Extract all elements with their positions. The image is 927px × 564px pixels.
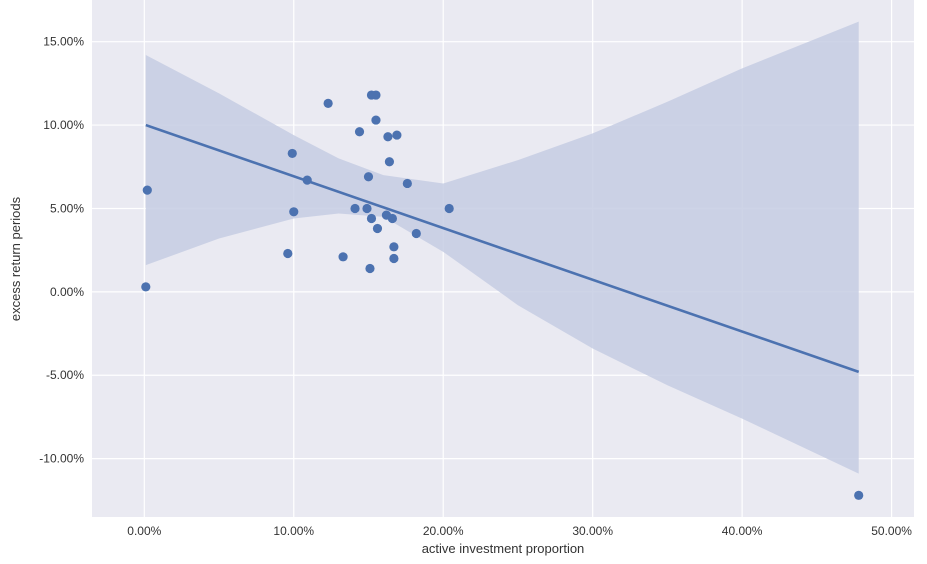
data-point-1 xyxy=(141,282,151,292)
y-axis-label: excess return periods xyxy=(8,196,23,321)
data-point-16 xyxy=(371,115,381,125)
data-point-3 xyxy=(287,148,297,159)
regression-line xyxy=(145,123,860,374)
data-point-20 xyxy=(384,157,395,167)
data-point-12 xyxy=(365,263,375,274)
data-point-8 xyxy=(350,203,360,214)
data-point-5 xyxy=(302,175,312,185)
data-point-6 xyxy=(323,98,333,108)
data-point-23 xyxy=(389,253,399,264)
data-point-15 xyxy=(371,90,381,100)
data-point-19 xyxy=(383,132,393,142)
x-tick-label: 20.00% xyxy=(423,524,464,538)
x-tick-label: 40.00% xyxy=(722,524,763,538)
data-point-28 xyxy=(854,490,864,500)
y-tick-labels: -10.00% -5.00% 0.00% 5.00% 10.00% 15.00% xyxy=(39,35,84,466)
data-point-17 xyxy=(372,223,383,234)
x-axis-label: active investment proportion xyxy=(422,541,585,556)
x-tick-label: 10.00% xyxy=(273,524,314,538)
y-tick-label: -10.00% xyxy=(39,452,84,466)
data-point-25 xyxy=(402,178,412,189)
data-point-4 xyxy=(289,207,299,217)
data-point-9 xyxy=(354,127,365,137)
y-tick-label: -5.00% xyxy=(46,368,84,382)
data-points xyxy=(141,90,864,500)
data-point-21 xyxy=(387,213,398,224)
data-point-0 xyxy=(142,185,152,195)
data-point-14 xyxy=(366,213,377,224)
x-tick-label: 0.00% xyxy=(127,524,161,538)
data-point-26 xyxy=(411,228,421,239)
y-tick-label: 0.00% xyxy=(50,285,84,299)
x-tick-label: 30.00% xyxy=(572,524,613,538)
y-tick-label: 5.00% xyxy=(50,201,84,215)
y-tick-label: 10.00% xyxy=(43,118,84,132)
data-point-22 xyxy=(389,242,399,252)
x-tick-label: 50.00% xyxy=(871,524,912,538)
data-point-10 xyxy=(362,203,372,214)
data-point-11 xyxy=(363,172,374,182)
x-tick-labels: 0.00% 10.00% 20.00% 30.00% 40.00% 50.00% xyxy=(127,524,912,538)
data-point-24 xyxy=(392,130,402,140)
data-point-2 xyxy=(283,248,293,259)
y-tick-label: 15.00% xyxy=(43,35,84,49)
data-point-7 xyxy=(338,252,348,262)
data-point-27 xyxy=(444,203,454,214)
